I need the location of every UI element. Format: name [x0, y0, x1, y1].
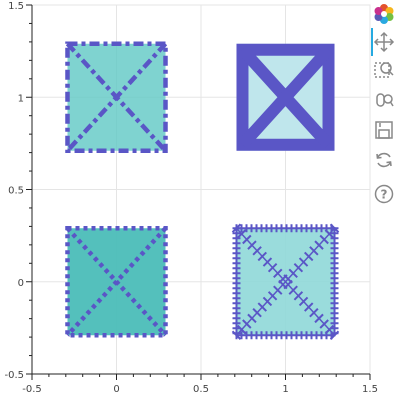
- x-tick-label: 0.5: [193, 384, 209, 395]
- square-x-marker: [65, 41, 168, 154]
- svg-text:?: ?: [381, 188, 388, 202]
- square-x-markers: [65, 41, 340, 340]
- y-axis: -0.5 0 0.5 1 1.5: [4, 1, 32, 381]
- marker-border: [236, 43, 335, 151]
- box-zoom-tool-icon[interactable]: [372, 58, 396, 82]
- save-tool-icon[interactable]: [372, 118, 396, 142]
- y-tick-label: -0.5: [4, 370, 24, 381]
- y-tick-label: 0: [18, 278, 24, 289]
- square-x-marker: [236, 43, 335, 151]
- marker-border: [65, 225, 168, 338]
- marker-diagonal: [235, 227, 336, 336]
- square-x-marker: [65, 225, 168, 338]
- wheel-zoom-tool-icon[interactable]: [372, 88, 396, 112]
- x-tick-label: 1.5: [362, 384, 378, 395]
- help-tool-icon[interactable]: ?: [372, 182, 396, 206]
- y-tick-label: 1: [18, 93, 24, 104]
- marker-diagonal: [238, 45, 333, 149]
- marker-diagonal: [65, 42, 168, 153]
- bokeh-logo-icon[interactable]: [372, 2, 396, 26]
- x-tick-label: 0: [113, 384, 119, 395]
- reset-tool-icon[interactable]: [372, 148, 396, 172]
- toolbar: ?: [368, 0, 400, 400]
- x-tick-label: -0.5: [22, 384, 42, 395]
- x-tick-label: 1: [282, 384, 288, 395]
- active-tool-indicator: [371, 28, 373, 56]
- pan-tool-icon[interactable]: [372, 30, 396, 54]
- marker-diagonal: [65, 226, 168, 337]
- y-tick-label: 1.5: [8, 1, 24, 12]
- x-axis: -0.5 0 0.5 1 1.5: [22, 374, 378, 395]
- square-x-marker: [231, 223, 340, 340]
- y-tick-label: 0.5: [8, 186, 24, 197]
- marker-border: [65, 41, 168, 154]
